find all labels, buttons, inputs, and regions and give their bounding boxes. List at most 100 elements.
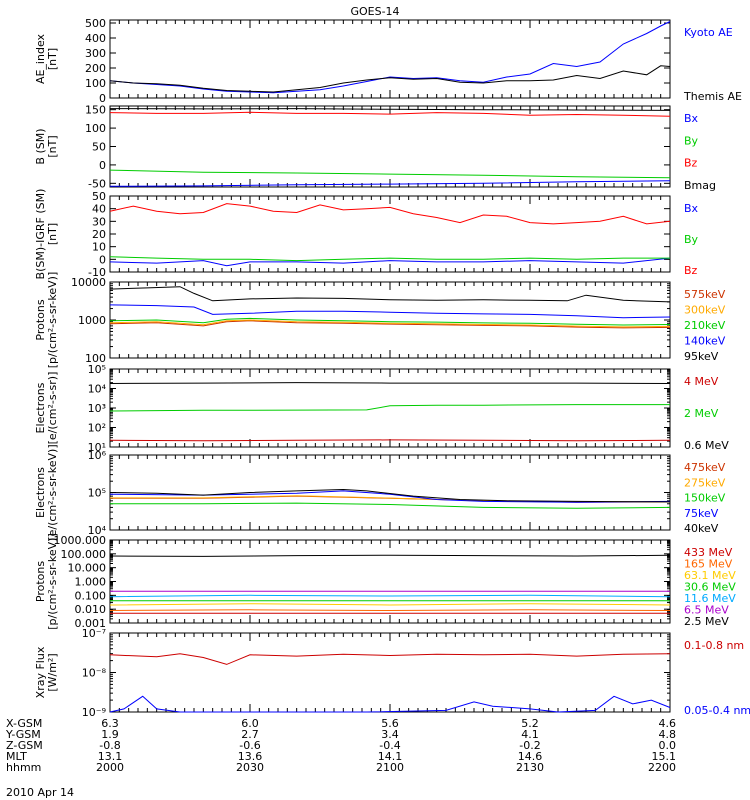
series-line: [109, 180, 671, 187]
series-line: [109, 320, 671, 329]
y-axis-title: [W/m²]: [46, 653, 59, 691]
series-line: [109, 304, 671, 319]
y-tick-label: 0: [99, 253, 106, 266]
panel-frame: [109, 632, 671, 713]
legend-entry: 433 MeV: [684, 546, 733, 559]
y-tick-label: 50: [92, 190, 106, 203]
legend-entry: 30.6 MeV: [684, 581, 736, 594]
legend-entry: 95keV: [684, 350, 719, 363]
y-tick-label: 10⁴: [88, 524, 107, 537]
legend-entry: 575keV: [684, 288, 726, 301]
series-line: [109, 554, 671, 557]
y-axis-title: [nT]: [46, 223, 59, 245]
series-line: [109, 695, 671, 713]
y-tick-label: 40: [92, 203, 106, 216]
legend-entry: By: [684, 134, 699, 147]
panel-frame: [109, 454, 671, 531]
series-line: [109, 404, 670, 412]
footer-value: 2000: [96, 761, 124, 774]
series-line: [109, 319, 671, 328]
legend-entry: 63.1 MeV: [684, 569, 736, 582]
series-line: [110, 502, 671, 509]
legend-entry: 140keV: [684, 335, 726, 348]
panel-frame: [109, 19, 671, 99]
date-label: 2010 Apr 14: [6, 786, 74, 799]
footer-value: 14.1: [378, 750, 403, 763]
legend-entry: Kyoto AE: [684, 26, 733, 39]
footer-value: 6.0: [241, 717, 259, 730]
legend-entry: Bx: [684, 112, 699, 125]
y-tick-label: 10⁵: [88, 487, 106, 500]
y-axis-title: [p/(cm²-s-sr-keV)]: [46, 533, 59, 630]
panel-5: 10¹ 10² 10³ 10⁴ 10⁵ Electrons [e/(cm²-s-sr)] 4 …: [34, 363, 729, 454]
footer-label: X-GSM: [6, 717, 42, 730]
y-axis-title: [nT]: [46, 48, 59, 70]
y-tick-label: 10⁻⁷: [82, 627, 106, 640]
footer-value: 1.9: [101, 728, 119, 741]
y-tick-label: 30: [92, 215, 106, 228]
orbit-footer: X-GSM 6.3 6.0 5.6 5.2 4.6 Y-GSM 1.9 2.7 3.4 4.1 4.8…: [5, 717, 676, 774]
legend-entry: 0.1-0.8 nm: [684, 639, 744, 652]
footer-value: 4.1: [521, 728, 539, 741]
footer-label: hhmm: [6, 761, 41, 774]
series-line: [109, 382, 671, 384]
y-tick-label: 10¹: [88, 441, 106, 454]
series-line: [109, 21, 671, 94]
panel-8: 10⁻⁹ 10⁻⁸ 10⁻⁷ Xray Flux [W/m²] 0.1-0.8 nm 0.0…: [34, 627, 750, 719]
y-tick-label: 100.000: [61, 548, 107, 561]
y-axis-title: AE_index: [34, 33, 47, 84]
footer-value: 5.6: [381, 717, 399, 730]
y-axis-title: B (SM): [34, 128, 47, 164]
footer-value: 14.6: [518, 750, 543, 763]
footer-value: 15.1: [652, 750, 677, 763]
y-tick-label: -50: [88, 177, 106, 190]
y-axis-title: Electrons: [34, 382, 47, 433]
legend-entry: 2.5 MeV: [684, 615, 729, 628]
legend-entry: Bmag: [684, 179, 716, 192]
y-tick-label: 10.000: [68, 562, 107, 575]
footer-value: 13.6: [238, 750, 263, 763]
footer-value: 4.8: [659, 728, 677, 741]
chart-title: GOES-14: [350, 5, 399, 18]
y-tick-label: 20: [92, 228, 106, 241]
y-tick-label: 10³: [88, 402, 106, 415]
footer-value: 2.7: [241, 728, 259, 741]
y-tick-label: 10: [92, 241, 106, 254]
y-axis-title: Electrons: [34, 467, 47, 518]
footer-value: -0.8: [99, 739, 120, 752]
legend-entry: 165 MeV: [684, 558, 733, 571]
y-axis-title: B(SM)-IGRF (SM): [34, 189, 47, 280]
y-tick-label: 10⁵: [88, 363, 106, 376]
footer-value: -0.4: [379, 739, 400, 752]
legend-entry: 4 MeV: [684, 375, 719, 388]
y-axis-title: Protons: [34, 561, 47, 602]
footer-value: -0.2: [519, 739, 540, 752]
series-line: [109, 653, 671, 665]
series-line: [109, 609, 671, 612]
y-tick-label: 10⁴: [88, 383, 107, 396]
y-axis-title: [p/(cm²-s-sr-keV)]: [46, 272, 59, 369]
footer-value: 2200: [648, 761, 676, 774]
y-axis-title: [e/(cm²-s-sr-keV)]: [46, 444, 59, 540]
legend-entry: 75keV: [684, 507, 719, 520]
series-line: [109, 65, 671, 93]
panel-4: 100 1000 10000 Protons [p/(cm²-s-sr-keV)] 575…: [34, 272, 726, 369]
panel-frame: [109, 368, 671, 448]
y-tick-label: 400: [85, 32, 106, 45]
legend-entry: 300keV: [684, 304, 726, 317]
legend-entry: 0.05-0.4 nm: [684, 704, 750, 717]
panel-frame: [109, 105, 671, 188]
y-axis-title: [e/(cm²-s-sr)]: [46, 372, 59, 445]
series-line: [109, 203, 671, 225]
panel-7: 0.0010.0100.1001.00010.000100.0001000.00…: [34, 533, 736, 630]
footer-value: 3.4: [381, 728, 399, 741]
series-line: [109, 439, 671, 442]
panel-6: 10⁴ 10⁵ 10⁶ Electrons [e/(cm²-s-sr-keV)] 475k…: [34, 444, 726, 540]
y-tick-label: 10⁶: [88, 449, 107, 462]
y-tick-label: 0.010: [75, 603, 107, 616]
footer-value: 2130: [516, 761, 544, 774]
legend-entry: 11.6 MeV: [684, 592, 736, 605]
